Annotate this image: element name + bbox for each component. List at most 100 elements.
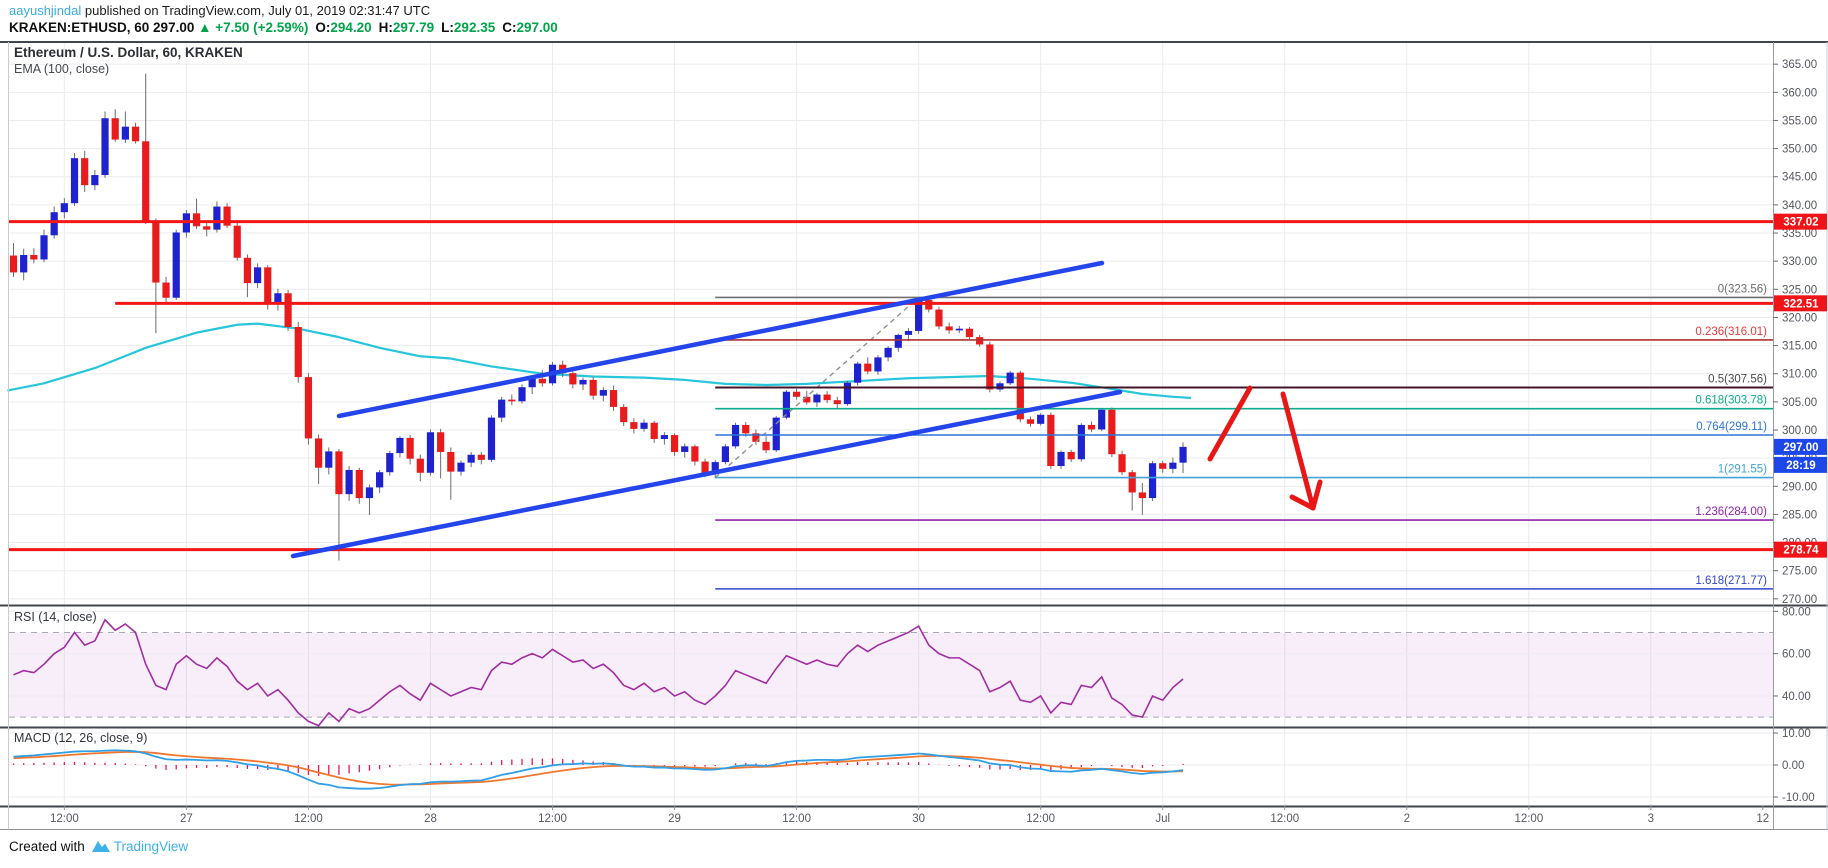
candle-body	[650, 422, 658, 440]
candle-body	[50, 212, 58, 236]
candle-body	[40, 235, 48, 260]
candle-body	[1077, 424, 1085, 460]
candle-body	[416, 458, 424, 473]
candle-body	[915, 299, 923, 331]
price-tick-label[interactable]: 335.00	[1782, 228, 1817, 240]
high-label: H:	[378, 20, 393, 35]
candle-body	[447, 451, 455, 472]
time-tick-label[interactable]: 12:00	[294, 813, 323, 825]
macd-tick-label[interactable]: -10.00	[1782, 792, 1815, 804]
price-tick-label[interactable]: 360.00	[1782, 87, 1817, 99]
price-chip	[1774, 456, 1827, 473]
chart-title: Ethereum / U.S. Dollar, 60, KRAKEN	[14, 45, 243, 60]
candle-body	[243, 257, 252, 284]
price-tick-label[interactable]: 365.00	[1782, 59, 1817, 71]
candle-body	[223, 206, 231, 226]
candle-body	[264, 267, 272, 305]
price-tick-label[interactable]: 350.00	[1782, 144, 1817, 156]
candle-body	[1026, 419, 1035, 424]
price-tick-label[interactable]: 300.00	[1782, 425, 1817, 437]
time-tick-label[interactable]: 30	[912, 813, 925, 825]
symbol-name: KRAKEN:ETHUSD, 60	[9, 20, 150, 35]
price-chip-label: 278.74	[1783, 545, 1819, 557]
ema-indicator-label[interactable]: EMA (100, close)	[14, 62, 110, 76]
time-tick-label[interactable]: 12:00	[1270, 813, 1299, 825]
candle-body	[172, 232, 180, 298]
price-tick-label[interactable]: 330.00	[1782, 256, 1817, 268]
publish-info-text: published on TradingView.com, July 01, 2…	[81, 3, 431, 18]
time-tick-label[interactable]: 12:00	[782, 813, 811, 825]
time-tick-label[interactable]: 12:00	[538, 813, 567, 825]
price-tick-label[interactable]: 320.00	[1782, 312, 1817, 324]
price-tick-label[interactable]: 310.00	[1782, 369, 1817, 381]
rsi-tick-label[interactable]: 80.00	[1782, 606, 1811, 618]
time-tick-label[interactable]: 27	[180, 813, 193, 825]
time-tick-label[interactable]: 12:00	[50, 813, 79, 825]
macd-tick-label[interactable]: 10.00	[1782, 728, 1811, 740]
candle-body	[91, 175, 99, 186]
candle-body	[965, 328, 974, 338]
candle-body	[335, 451, 343, 495]
time-tick-label[interactable]: 12	[1756, 813, 1769, 825]
time-tick-label[interactable]: 29	[668, 813, 681, 825]
price-tick-label[interactable]: 270.00	[1782, 594, 1817, 606]
tradingview-brand-link[interactable]: TradingView	[113, 838, 189, 854]
author-link[interactable]: aayushjindal	[9, 3, 82, 18]
candle-body	[1067, 451, 1075, 460]
candle-body	[874, 357, 882, 372]
time-tick-label[interactable]: 12:00	[1514, 813, 1543, 825]
candle-body	[60, 203, 68, 213]
trend-line	[336, 260, 1105, 419]
candle-body	[691, 446, 699, 462]
candle-body	[101, 118, 109, 176]
rsi-band	[9, 632, 1773, 718]
price-chip-label: 28:19	[1786, 460, 1815, 472]
candle-body	[70, 158, 79, 204]
candle-body	[823, 394, 831, 401]
rsi-indicator-label[interactable]: RSI (14, close)	[14, 610, 97, 624]
candle-body	[1118, 454, 1126, 473]
price-chip	[1774, 541, 1827, 558]
time-tick-label[interactable]: 2	[1404, 813, 1410, 825]
candle-body	[833, 400, 841, 405]
candle-body	[538, 378, 546, 384]
price-tick-label[interactable]: 345.00	[1782, 172, 1817, 184]
candle-body	[1159, 463, 1167, 469]
price-tick-label[interactable]: 275.00	[1782, 566, 1817, 578]
time-tick-label[interactable]: 28	[424, 813, 437, 825]
price-tick-label[interactable]: 340.00	[1782, 200, 1817, 212]
candle-body	[1128, 472, 1136, 493]
price-tick-label[interactable]: 290.00	[1782, 481, 1817, 493]
candle-body	[487, 417, 496, 460]
candle-body	[192, 213, 201, 227]
price-tick-label[interactable]: 325.00	[1782, 284, 1817, 296]
rsi-tick-label[interactable]: 40.00	[1782, 691, 1811, 703]
macd-indicator-label[interactable]: MACD (12, 26, close, 9)	[14, 731, 148, 745]
candle-body	[467, 454, 475, 463]
close-label: C:	[502, 20, 517, 35]
candle-body	[508, 399, 516, 402]
time-tick-label[interactable]: Jul	[1155, 813, 1170, 825]
candle-body	[111, 118, 119, 140]
candle-body	[477, 454, 485, 460]
price-tick-label[interactable]: 285.00	[1782, 509, 1817, 521]
time-tick-label[interactable]: 3	[1648, 813, 1654, 825]
candle-body	[681, 446, 689, 452]
candle-body	[884, 347, 892, 358]
macd-tick-label[interactable]: 0.00	[1782, 760, 1804, 772]
price-tick-label[interactable]: 305.00	[1782, 397, 1817, 409]
candle-body	[772, 417, 780, 451]
candle-body	[386, 453, 394, 473]
price-tick-label[interactable]: 315.00	[1782, 341, 1817, 353]
fib-level-label: 0.618(303.78)	[1695, 395, 1767, 407]
time-tick-label[interactable]: 12:00	[1026, 813, 1055, 825]
drawn-arrow	[1207, 385, 1253, 462]
candle-body	[792, 391, 801, 397]
candle-body	[1169, 462, 1177, 469]
rsi-tick-label[interactable]: 60.00	[1782, 649, 1811, 661]
drawn-arrow-head	[1310, 479, 1323, 511]
drawn-arrow	[1280, 391, 1316, 511]
price-tick-label[interactable]: 355.00	[1782, 115, 1817, 127]
rsi-line	[13, 618, 1184, 727]
